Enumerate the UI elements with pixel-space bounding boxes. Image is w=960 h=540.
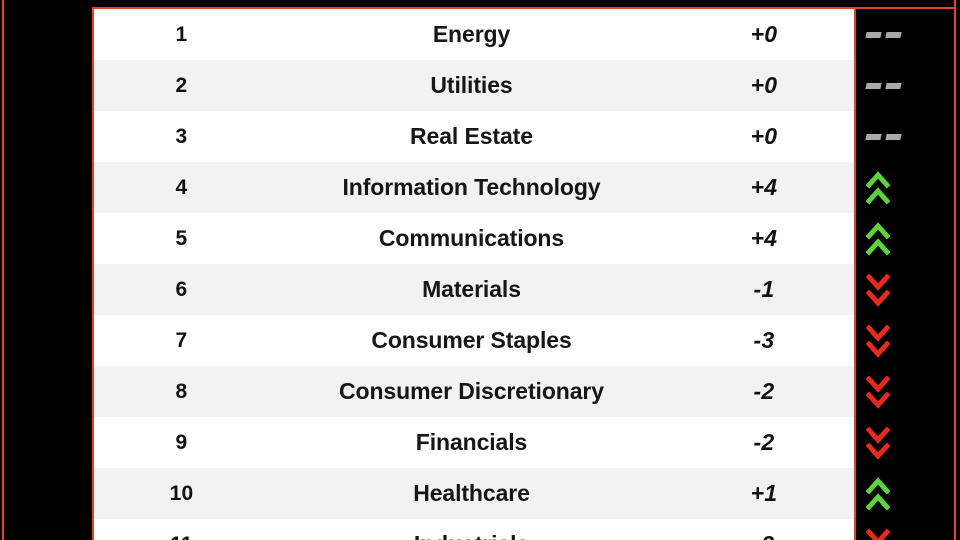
table-row[interactable]: 7 Consumer Staples -3 bbox=[94, 315, 854, 366]
table-row[interactable]: 8 Consumer Discretionary -2 bbox=[94, 366, 854, 417]
sector-name-cell: Communications bbox=[378, 225, 565, 251]
rank-change-cell: -2 bbox=[674, 531, 854, 540]
trend-down-icon bbox=[856, 417, 954, 468]
sector-name-cell: Healthcare bbox=[413, 480, 530, 506]
rank-change-cell: +0 bbox=[750, 123, 778, 149]
rank-cell: 7 bbox=[175, 328, 188, 352]
table-row[interactable]: 9 Financials -2 bbox=[94, 417, 854, 468]
trend-down-icon bbox=[856, 264, 954, 315]
table-row[interactable]: 10 Healthcare +1 bbox=[94, 468, 854, 519]
trend-down-icon bbox=[856, 315, 954, 366]
rank-change-cell: +1 bbox=[750, 480, 778, 506]
trend-up-icon bbox=[856, 162, 954, 213]
rank-cell: 11 bbox=[94, 533, 269, 540]
trend-neutral-icon bbox=[856, 111, 954, 162]
sector-name-cell: Energy bbox=[432, 21, 511, 47]
rank-change-cell: -2 bbox=[753, 378, 775, 404]
rank-cell: 6 bbox=[175, 277, 188, 301]
rank-cell: 5 bbox=[175, 226, 188, 250]
rank-change-cell: +4 bbox=[750, 174, 778, 200]
table-row[interactable]: 11Industrials-2 bbox=[94, 519, 854, 540]
rank-change-cell: -1 bbox=[753, 276, 775, 302]
sector-name-cell: Consumer Discretionary bbox=[339, 378, 604, 404]
frame-accent-line-left bbox=[2, 0, 4, 540]
rank-cell: 1 bbox=[175, 22, 188, 46]
trend-neutral-icon bbox=[856, 60, 954, 111]
rank-cell: 4 bbox=[175, 175, 188, 199]
sector-name-cell: Consumer Staples bbox=[371, 327, 572, 353]
trend-down-icon bbox=[856, 519, 954, 540]
trend-indicator-column bbox=[856, 9, 954, 540]
rank-cell: 2 bbox=[175, 73, 188, 97]
table-row[interactable]: 6 Materials -1 bbox=[94, 264, 854, 315]
table-row[interactable]: 5 Communications +4 bbox=[94, 213, 854, 264]
rank-change-cell: +0 bbox=[750, 21, 778, 47]
rank-cell: 9 bbox=[175, 430, 188, 454]
rank-cell: 10 bbox=[169, 481, 194, 505]
table-row[interactable]: 2 Utilities +0 bbox=[94, 60, 854, 111]
sector-name-cell: Utilities bbox=[430, 72, 513, 98]
sector-name-cell: Materials bbox=[422, 276, 521, 302]
rank-change-cell: -3 bbox=[753, 327, 775, 353]
table-row[interactable]: 1 Energy +0 bbox=[94, 9, 854, 60]
trend-up-icon bbox=[856, 213, 954, 264]
rank-change-cell: +4 bbox=[750, 225, 778, 251]
frame-accent-line-right bbox=[954, 0, 956, 540]
sector-name-cell: Real Estate bbox=[410, 123, 533, 149]
rank-cell: 8 bbox=[175, 379, 188, 403]
trend-neutral-icon bbox=[856, 9, 954, 60]
rank-change-cell: -2 bbox=[753, 429, 775, 455]
trend-down-icon bbox=[856, 366, 954, 417]
sector-name-cell: Information Technology bbox=[342, 174, 601, 200]
rank-change-cell: +0 bbox=[750, 72, 778, 98]
trend-up-icon bbox=[856, 468, 954, 519]
table-row[interactable]: 3 Real Estate +0 bbox=[94, 111, 854, 162]
sector-name-cell: Industrials bbox=[269, 531, 674, 540]
sector-name-cell: Financials bbox=[415, 429, 528, 455]
sector-ranking-table: 1 Energy +0 2 Utilities +0 3 Real Estate +0 4 Info… bbox=[94, 9, 854, 540]
rank-cell: 3 bbox=[175, 124, 188, 148]
table-row[interactable]: 4 Information Technology +4 bbox=[94, 162, 854, 213]
